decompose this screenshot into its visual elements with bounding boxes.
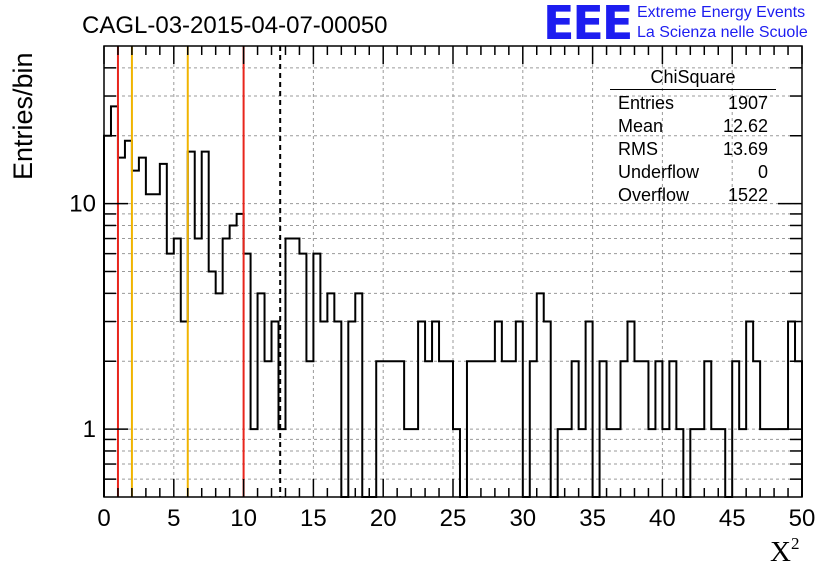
y-axis-label: Entries/bin <box>8 52 38 180</box>
x-tick-label: 25 <box>440 505 467 532</box>
y-tick-label: 10 <box>69 191 96 218</box>
stats-row-entries: Entries 1907 <box>618 93 768 113</box>
x-axis-label: X2 <box>770 534 800 568</box>
histogram <box>103 105 803 498</box>
stats-row-underflow: Underflow 0 <box>618 162 768 182</box>
x-tick-label: 40 <box>649 505 676 532</box>
x-tick-label: 10 <box>230 505 257 532</box>
x-tick-label: 0 <box>97 505 110 532</box>
histogram-outline <box>103 105 803 498</box>
x-tick-label: 35 <box>579 505 606 532</box>
stats-box: ChiSquare Entries 1907 Mean 12.62 RMS 13.69… <box>610 66 776 207</box>
x-tick-label: 15 <box>300 505 327 532</box>
chart-title: CAGL-03-2015-04-07-00050 <box>82 12 388 39</box>
stats-title: ChiSquare <box>610 66 776 90</box>
logo-line-1: Extreme Energy Events <box>637 4 806 21</box>
axis-ticks <box>103 46 803 497</box>
x-tick-label: 45 <box>719 505 746 532</box>
x-tick-label: 5 <box>167 505 180 532</box>
stats-row-rms: RMS 13.69 <box>618 139 768 159</box>
x-tick-label: 20 <box>370 505 397 532</box>
reference-lines <box>116 46 282 497</box>
x-tick-label: 30 <box>509 505 536 532</box>
x-tick-label: 50 <box>789 505 816 532</box>
stats-row-mean: Mean 12.62 <box>618 116 768 136</box>
stats-row-overflow: Overflow 1522 <box>618 185 768 205</box>
logo-line-2: La Scienza nelle Scuole <box>637 24 808 41</box>
tick-labels: 0 5 10 15 20 25 30 35 40 45 50 1 10 <box>69 191 815 532</box>
y-tick-label: 1 <box>83 416 96 443</box>
eee-logo: EEE <box>543 0 633 50</box>
grid <box>104 46 802 497</box>
